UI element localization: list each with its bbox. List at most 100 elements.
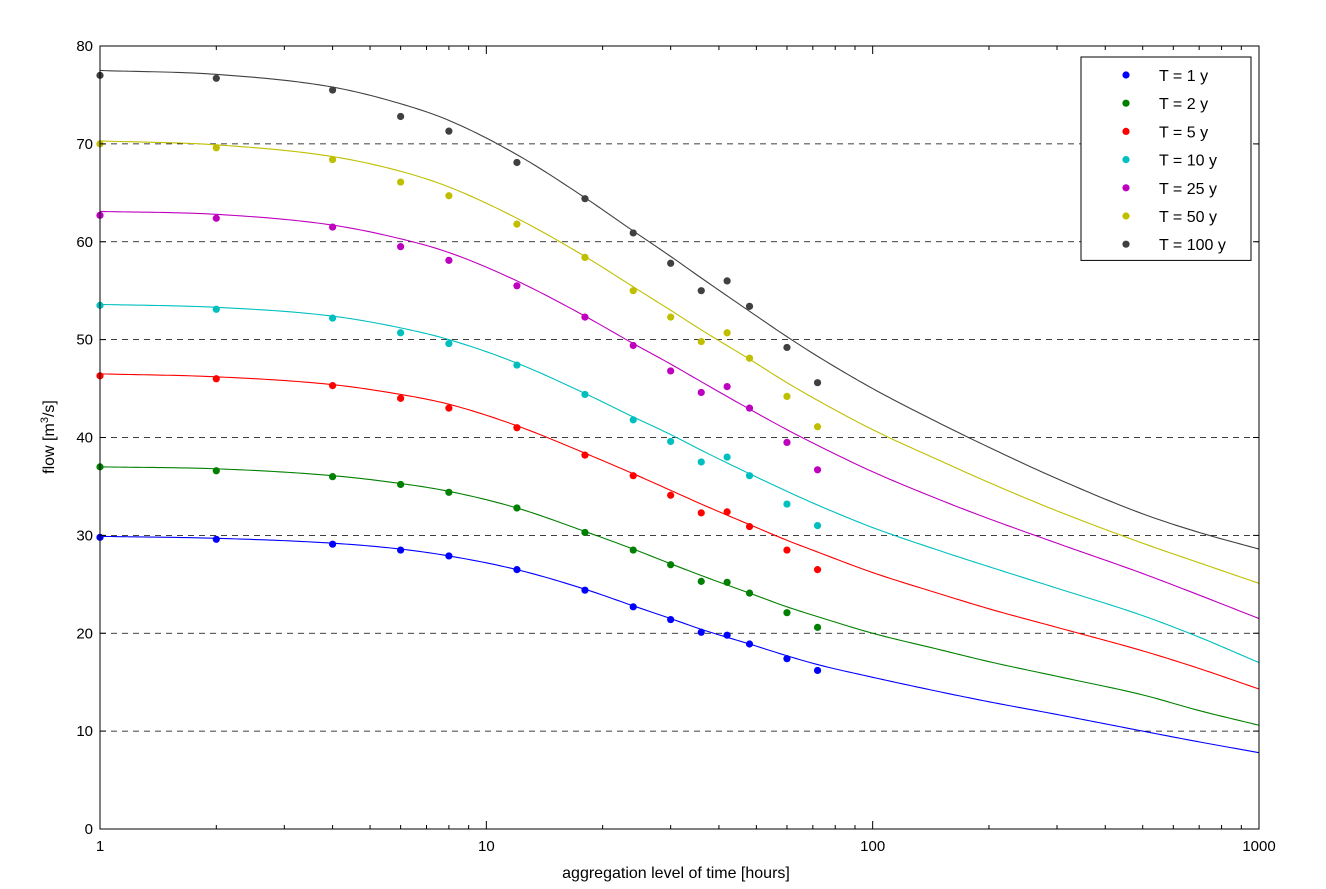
legend-marker: [1122, 212, 1130, 220]
fit-curve-series-6: [99, 140, 1260, 584]
data-point: [581, 390, 589, 399]
data-point: [667, 615, 675, 624]
legend-label: T = 5 y: [1159, 124, 1208, 141]
data-point: [697, 458, 705, 466]
data-point: [697, 287, 705, 295]
fit-curves: [99, 69, 1260, 754]
data-point: [212, 74, 220, 82]
data-point: [667, 561, 675, 569]
y-tick-label: 70: [76, 136, 93, 153]
fit-curve-series-2: [99, 466, 1260, 726]
y-tick-label: 50: [76, 332, 93, 349]
data-point: [813, 423, 822, 431]
legend-marker: [1122, 99, 1130, 107]
y-tick-label: 0: [85, 821, 93, 838]
y-tick-label: 30: [76, 527, 93, 544]
legend-box: [1080, 56, 1252, 261]
data-point: [397, 546, 405, 554]
data-point: [745, 354, 754, 362]
legend-marker: [1122, 127, 1130, 135]
data-point: [397, 329, 405, 337]
data-point: [445, 339, 453, 348]
data-point: [783, 655, 791, 663]
data-point: [328, 382, 337, 390]
data-point: [445, 127, 453, 135]
legend-label: T = 100 y: [1159, 237, 1226, 254]
y-tick-label: 20: [76, 625, 93, 642]
x-tick-label: 1000: [1242, 838, 1275, 855]
legend-marker: [1122, 156, 1130, 164]
data-point: [581, 528, 589, 537]
data-point: [328, 223, 337, 231]
data-point: [445, 404, 453, 412]
data-point: [667, 491, 675, 499]
data-point: [745, 404, 754, 412]
data-point: [513, 158, 521, 167]
data-point: [328, 314, 337, 322]
data-point: [445, 256, 453, 264]
fit-curve-series-4: [99, 303, 1260, 664]
y-axis-title-pre: flow [m: [41, 423, 58, 474]
y-tick-label: 10: [76, 723, 93, 740]
data-point: [667, 367, 675, 375]
data-point: [813, 521, 822, 530]
y-axis-title-superscript: 3: [39, 417, 51, 423]
data-point: [813, 379, 822, 387]
data-point: [513, 424, 521, 432]
data-point: [723, 453, 731, 461]
data-point: [629, 287, 637, 295]
data-point: [667, 313, 675, 321]
data-point: [445, 488, 453, 496]
data-point: [581, 451, 589, 459]
data-point: [745, 640, 754, 648]
y-tick-label: 60: [76, 234, 93, 251]
fit-curve-series-7: [99, 69, 1260, 550]
data-point: [723, 578, 731, 586]
data-point: [813, 466, 822, 474]
data-point: [723, 631, 731, 639]
data-point: [745, 472, 754, 480]
observation-points: [96, 71, 822, 675]
axes-background: [100, 46, 1259, 829]
legend-label: T = 50 y: [1159, 209, 1217, 226]
data-point: [397, 243, 405, 251]
data-point: [581, 253, 589, 262]
x-tick-label: 100: [860, 838, 885, 855]
data-point: [813, 666, 822, 675]
data-point: [397, 178, 405, 186]
data-point: [813, 623, 822, 631]
y-axis-title-post: /s]: [41, 400, 58, 417]
legend-label: T = 25 y: [1159, 181, 1217, 198]
data-point: [397, 112, 405, 121]
data-point: [697, 337, 705, 346]
data-point: [445, 192, 453, 200]
legend-marker: [1122, 71, 1130, 79]
data-point: [629, 341, 637, 350]
data-point: [723, 329, 731, 337]
data-point: [667, 259, 675, 267]
plot-area: 0 10 20 30 40 50 60 70 80 1 10 100 1000: [76, 38, 1275, 855]
data-point: [328, 155, 337, 164]
data-point: [212, 535, 220, 543]
data-point: [513, 566, 521, 574]
y-axis-title: flow [m3/s]: [39, 400, 58, 474]
data-point: [745, 589, 754, 597]
data-point: [667, 437, 675, 446]
axis-ticks: 0 10 20 30 40 50 60 70 80 1 10 100 1000: [76, 38, 1275, 855]
data-point: [697, 628, 705, 636]
data-point: [212, 467, 220, 475]
data-point: [212, 144, 220, 152]
legend-marker: [1122, 184, 1130, 192]
data-point: [629, 603, 637, 611]
data-point: [629, 472, 637, 480]
data-point: [513, 361, 521, 369]
data-point: [783, 343, 791, 352]
data-point: [813, 566, 822, 574]
y-tick-label: 40: [76, 430, 93, 447]
data-point: [783, 500, 791, 508]
data-point: [629, 229, 637, 237]
data-point: [513, 220, 521, 228]
data-point: [513, 282, 521, 290]
x-axis-title: aggregation level of time [hours]: [562, 865, 790, 882]
